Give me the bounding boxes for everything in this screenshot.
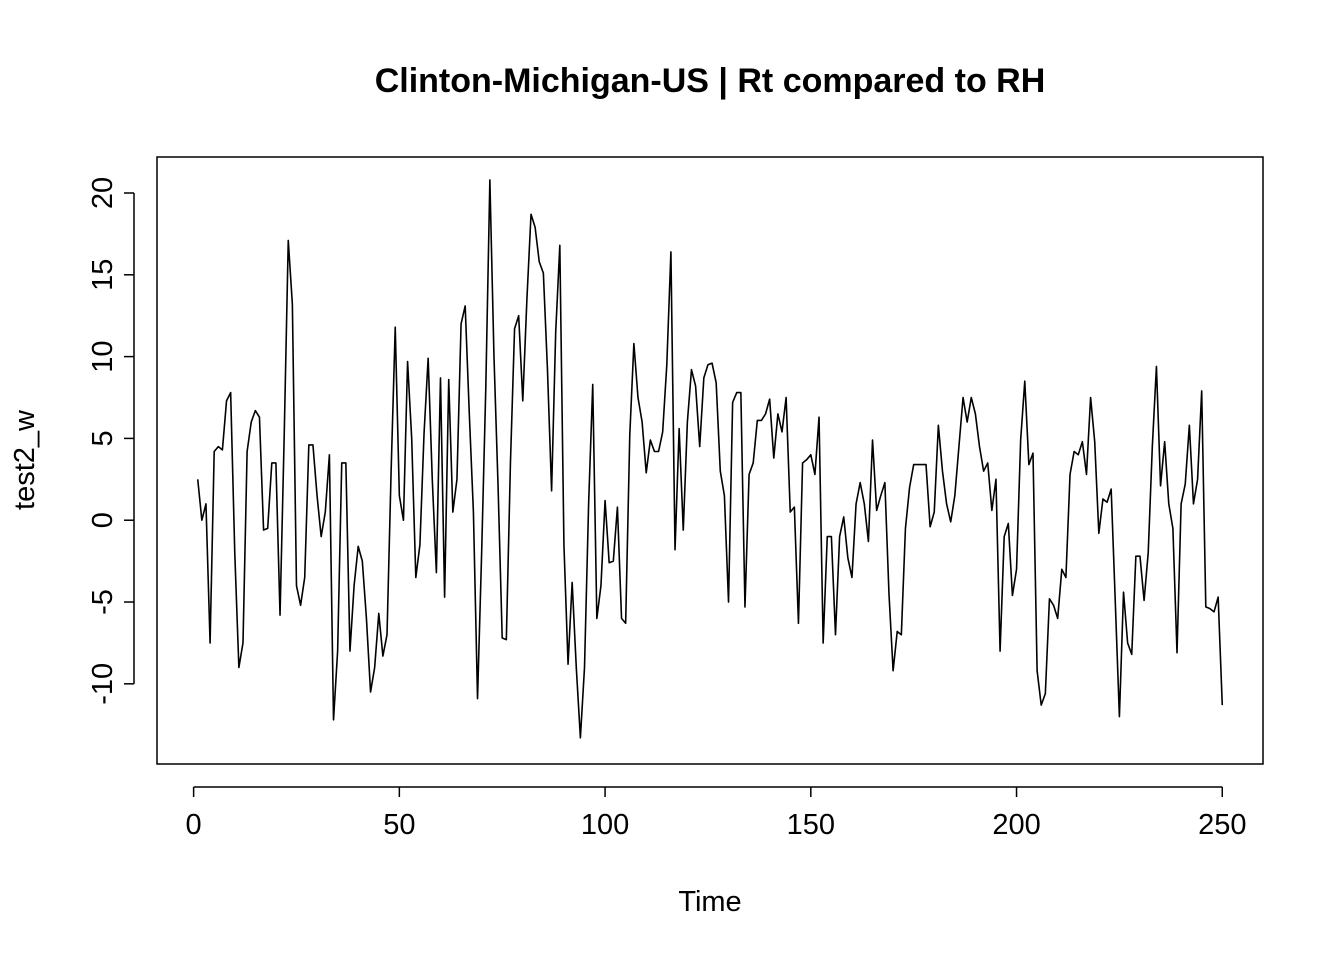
y-tick-label: -5 (87, 589, 119, 615)
y-tick-label: 0 (87, 512, 119, 528)
x-tick-label: 50 (383, 809, 415, 841)
plot-frame (156, 156, 1264, 765)
x-axis-title: Time (678, 886, 741, 918)
y-tick-label: 20 (87, 177, 119, 209)
y-tick-label: 10 (87, 340, 119, 372)
x-tick-label: 0 (186, 809, 202, 841)
x-tick-label: 200 (992, 809, 1040, 841)
chart-title: Clinton-Michigan-US | Rt compared to RH (375, 62, 1046, 100)
y-tick-label: 15 (87, 259, 119, 291)
x-tick-label: 150 (787, 809, 835, 841)
y-axis: -10 -5 0 5 10 15 20 (87, 177, 135, 705)
series-line (196, 179, 1224, 739)
y-tick-label: 5 (87, 430, 119, 446)
y-axis-title: test2_w (9, 409, 41, 510)
x-tick-label: 250 (1198, 809, 1246, 841)
x-tick-label: 100 (581, 809, 629, 841)
y-tick-label: -10 (87, 663, 119, 705)
x-axis: 0 50 100 150 200 250 (186, 786, 1246, 841)
